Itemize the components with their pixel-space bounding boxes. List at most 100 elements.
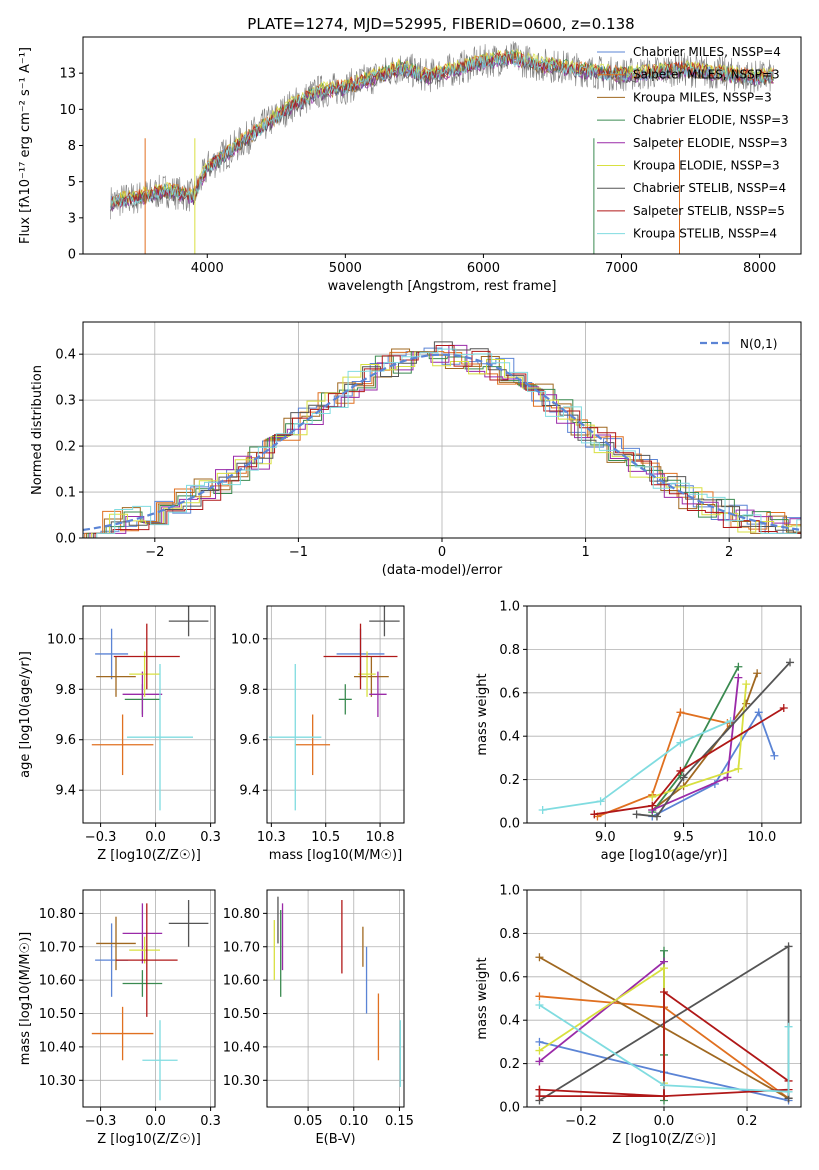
x-tick-label: 9.0 xyxy=(595,830,616,845)
plus-marker xyxy=(676,766,685,775)
figure-title: PLATE=1274, MJD=52995, FIBERID=0600, z=0… xyxy=(247,15,634,33)
plus-marker xyxy=(535,1046,544,1055)
plus-marker xyxy=(590,810,599,819)
model-spectrum-9 xyxy=(110,51,774,210)
plus-marker xyxy=(742,680,751,689)
y-axis-label: mass [log10(M/M☉)] xyxy=(18,932,33,1065)
plus-marker xyxy=(676,708,685,717)
plot-area xyxy=(538,658,795,821)
plus-marker xyxy=(779,703,788,712)
plus-marker xyxy=(535,1085,544,1094)
y-tick-label: 10 xyxy=(59,103,76,118)
errorbar-point xyxy=(95,628,129,680)
y-tick-label: 10.80 xyxy=(39,907,76,922)
errorbar-point xyxy=(353,656,389,697)
errorbar-point xyxy=(358,651,376,697)
plus-marker xyxy=(734,673,743,682)
plus-marker xyxy=(535,953,544,962)
x-tick-label: 2 xyxy=(725,545,733,560)
plus-marker xyxy=(784,942,793,951)
y-tick-label: 9.6 xyxy=(239,733,260,748)
y-axis-label: Normed distribution xyxy=(30,365,45,495)
y-tick-label: 10.60 xyxy=(39,974,76,989)
panel-5: 9.0 9.5 10.0 0.0 0.2 0.4 0.6 0.8 1.0 age [log10(a… xyxy=(475,600,802,863)
y-axis-label: age [log10(age/yr)] xyxy=(18,651,33,778)
plus-marker xyxy=(660,987,668,996)
errorbar-point xyxy=(122,970,163,997)
errorbar-point xyxy=(129,936,160,964)
panel-2: −2 −1 0 1 2 0.0 0.1 0.2 0.3 0.4 (data-model)/error… xyxy=(30,321,802,578)
x-tick-label: −1 xyxy=(289,545,308,560)
y-tick-label: 3 xyxy=(68,211,76,226)
errorbar-point xyxy=(127,664,193,811)
errorbar-point xyxy=(113,623,180,690)
weight-line-9 xyxy=(538,1004,790,1093)
x-tick-label: 0.3 xyxy=(200,830,221,845)
plot-area xyxy=(535,942,793,1105)
weight-line-7 xyxy=(636,661,791,818)
x-tick-label: 0.3 xyxy=(200,1114,221,1129)
y-tick-label: 10.40 xyxy=(39,1040,76,1055)
errorbar-point xyxy=(122,671,163,718)
axes-frame xyxy=(82,889,216,1108)
y-tick-label: 0.2 xyxy=(499,1057,520,1072)
errorbar-point xyxy=(369,606,400,637)
legend-entry: N(0,1) xyxy=(740,337,777,351)
plot-area xyxy=(83,341,801,538)
histogram-series-6 xyxy=(91,351,801,538)
x-tick-label: −0.2 xyxy=(565,1114,597,1129)
x-tick-label: 8000 xyxy=(743,261,776,276)
y-tick-label: 9.8 xyxy=(239,683,260,698)
panel-8: −0.2 0.0 0.2 0.0 0.2 0.4 0.6 0.8 1.0 Z [log10(Z/Z… xyxy=(475,884,802,1147)
y-axis-label: mass weight xyxy=(475,957,490,1039)
weight-line-8 xyxy=(538,990,790,1098)
y-tick-label: 1.0 xyxy=(499,600,520,615)
x-tick-label: 4000 xyxy=(191,261,224,276)
x-tick-label: 0 xyxy=(438,545,446,560)
histogram-series-4 xyxy=(87,351,801,538)
x-tick-label: 6000 xyxy=(467,261,500,276)
y-tick-label: 10.40 xyxy=(223,1040,260,1055)
plus-marker xyxy=(535,1037,544,1046)
y-tick-label: 0.3 xyxy=(55,394,76,409)
y-tick-label: 0.4 xyxy=(499,730,520,745)
x-axis-label: Z [log10(Z/Z☉)] xyxy=(97,848,201,863)
plus-marker xyxy=(660,1081,668,1090)
plus-marker xyxy=(660,964,668,973)
x-tick-label: 0.05 xyxy=(294,1114,323,1129)
weight-line-9 xyxy=(542,720,731,811)
weight-line-2 xyxy=(597,711,728,818)
plus-marker xyxy=(753,669,762,678)
x-axis-label: Z [log10(Z/Z☉)] xyxy=(612,1132,716,1147)
x-axis-label: wavelength [Angstrom, rest frame] xyxy=(328,279,557,294)
x-tick-label: 10.8 xyxy=(366,830,395,845)
y-tick-label: 0 xyxy=(68,248,76,263)
legend-entry: Chabrier MILES, NSSP=4 xyxy=(633,45,781,59)
plus-marker xyxy=(660,1092,668,1101)
errorbar-point xyxy=(142,1020,178,1101)
y-tick-label: 9.8 xyxy=(55,683,76,698)
x-tick-label: 10.0 xyxy=(747,830,776,845)
y-tick-label: 0.6 xyxy=(499,686,520,701)
plus-marker xyxy=(726,717,735,726)
weight-line-8 xyxy=(594,707,785,816)
legend-entry: Salpeter MILES, NSSP=3 xyxy=(633,68,780,82)
x-tick-label: −0.3 xyxy=(85,1114,117,1129)
y-tick-label: 10.50 xyxy=(223,1007,260,1022)
x-tick-label: 1 xyxy=(581,545,589,560)
plot-area xyxy=(91,606,209,811)
legend-entry: Salpeter ELODIE, NSSP=3 xyxy=(633,136,788,150)
errorbar-point xyxy=(338,684,352,715)
y-axis-label: mass weight xyxy=(475,673,490,755)
plus-marker xyxy=(734,764,743,773)
model-spectrum-7 xyxy=(110,53,774,212)
x-tick-label: 0.0 xyxy=(145,830,166,845)
x-tick-label: 7000 xyxy=(605,261,638,276)
panel-7: 0.05 0.10 0.15 10.30 10.40 10.50 10.60 10.70 10.… xyxy=(223,889,414,1147)
y-tick-label: 1.0 xyxy=(499,884,520,899)
plus-marker xyxy=(676,738,685,747)
y-tick-label: 0.6 xyxy=(499,970,520,985)
axes-frame xyxy=(526,889,802,1108)
legend-entry: Kroupa MILES, NSSP=3 xyxy=(633,90,772,104)
